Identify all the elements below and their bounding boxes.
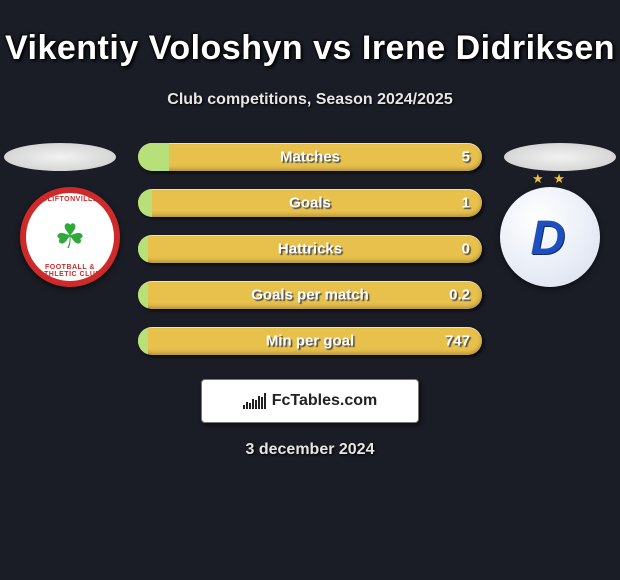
crest-text-top: CLIFTONVILLE [26,196,114,203]
stat-label: Min per goal [266,332,354,349]
stat-value: 0 [462,240,470,257]
shamrock-icon: ☘ [55,220,85,254]
stat-label: Goals [289,194,331,211]
snapshot-date: 3 december 2024 [0,441,620,459]
stat-bar-fill [138,281,148,309]
stat-bar: Goals 1 [138,189,482,217]
left-club-crest: CLIFTONVILLE ☘ FOOTBALL & ATHLETIC CLUB [20,187,120,287]
stat-value: 5 [462,148,470,165]
cliftonville-crest-face: CLIFTONVILLE ☘ FOOTBALL & ATHLETIC CLUB [20,187,120,287]
stat-label: Hattricks [278,240,342,257]
right-club-crest: ★ ★ D [500,187,600,287]
crest-text-bottom: FOOTBALL & ATHLETIC CLUB [26,264,114,278]
stat-value: 1 [462,194,470,211]
stat-bar: Goals per match 0.2 [138,281,482,309]
stat-bar: Matches 5 [138,143,482,171]
brand-text: FcTables.com [272,392,378,410]
stat-bar-fill [138,235,148,263]
crest-stars: ★ ★ [500,171,600,187]
crest-letter: D [531,211,566,266]
stat-label: Matches [280,148,340,165]
brand-plate: FcTables.com [201,379,419,423]
comparison-card: Vikentiy Voloshyn vs Irene Didriksen Clu… [0,23,620,580]
stat-bars: Matches 5 Goals 1 Hattricks 0 Goals per match 0… [138,143,482,355]
stat-label: Goals per match [251,286,369,303]
stat-bar-fill [138,143,169,171]
stat-value: 747 [445,332,470,349]
stat-bar: Min per goal 747 [138,327,482,355]
stat-bar: Hattricks 0 [138,235,482,263]
season-subtitle: Club competitions, Season 2024/2025 [0,91,620,109]
brand-sparkline-icon [243,393,266,409]
dynamo-crest-face: D [500,187,600,287]
stat-value: 0.2 [449,286,470,303]
main-area: CLIFTONVILLE ☘ FOOTBALL & ATHLETIC CLUB … [0,143,620,459]
right-shadow-ellipse [504,143,616,171]
stat-bar-fill [138,327,148,355]
page-title: Vikentiy Voloshyn vs Irene Didriksen [0,23,620,68]
left-shadow-ellipse [4,143,116,171]
stat-bar-fill [138,189,152,217]
